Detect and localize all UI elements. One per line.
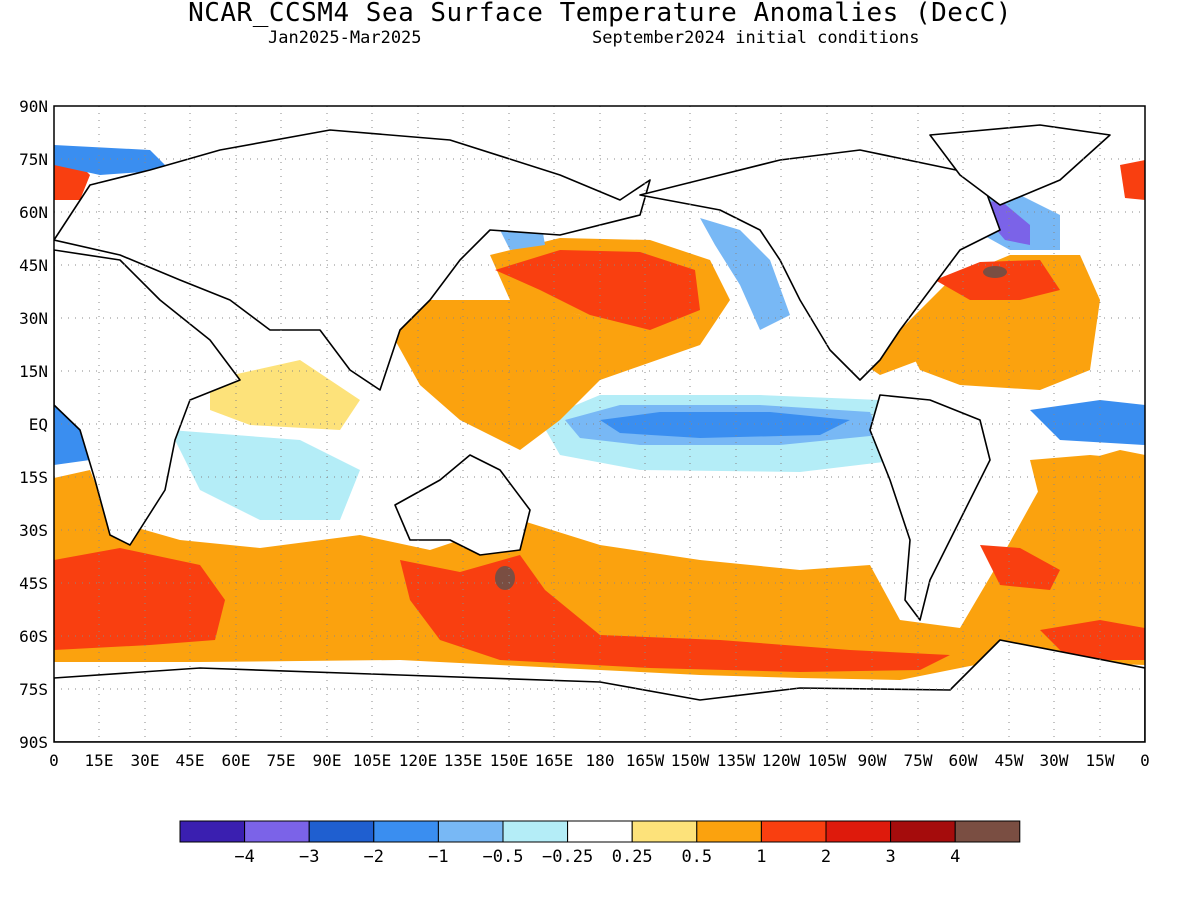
lat-label: 90S [19,733,48,752]
greenland-landmass [929,124,1111,206]
sst-anomaly-field [54,106,1145,742]
lon-label: 165W [626,751,665,770]
lon-label: 90W [858,751,887,770]
lon-label: 150W [671,751,710,770]
north-america-landmass [639,149,1001,381]
lon-label: 90E [313,751,342,770]
lon-label: 120E [399,751,438,770]
lon-label: 75E [267,751,296,770]
colorbar-label: 4 [950,847,960,867]
lon-label: 0 [49,751,59,770]
lon-label: 15E [85,751,114,770]
lon-label: 45W [995,751,1024,770]
barents-hot-region [1120,160,1145,200]
lon-label: 180 [586,751,615,770]
indian-ocean-cool-region [170,430,360,520]
lat-label: 90N [19,97,48,116]
lat-label: 45S [19,574,48,593]
colorbar-swatch [825,820,892,843]
lon-label: 120W [762,751,801,770]
lon-label: 150E [490,751,529,770]
colorbar-label: −1 [428,847,448,867]
lon-label: 105E [353,751,392,770]
colorbar-swatch [890,820,956,843]
gulf-stream-hot-region [935,260,1060,300]
grid-lines [54,106,1145,742]
north-pacific-hot-region [495,250,700,330]
lat-label: 60N [19,203,48,222]
lon-label: 165E [535,751,574,770]
lon-label: 60W [949,751,978,770]
lat-label: 45N [19,256,48,275]
colorbar-label: 2 [821,847,831,867]
gulf-stream-extreme-spot [983,266,1007,278]
southern-ocean-hot-region [400,555,950,672]
west-pacific-warm-region [395,300,700,450]
lat-label: 30S [19,521,48,540]
colorbar-label: 3 [885,847,895,867]
lat-label: 75S [19,680,48,699]
equatorial-pacific-cold-core [600,412,850,438]
southern-ocean-hot-region [1040,620,1145,660]
antarctica-landmass [54,639,1145,742]
lon-label: 45E [176,751,205,770]
colorbar-swatch [696,820,762,843]
colorbar-swatch [373,820,439,843]
lon-label: 30W [1040,751,1069,770]
colorbar-swatch [760,820,827,843]
africa-landmass [54,249,241,546]
lon-label: 30E [131,751,160,770]
initial-conditions: September2024 initial conditions [592,28,920,48]
lat-label: 15S [19,468,48,487]
west-africa-cold-region [54,405,90,465]
colorbar-label: −0.25 [542,847,593,867]
lat-label: EQ [29,415,48,434]
colorbar-label: −3 [299,847,319,867]
tropical-atlantic-cold-region [1030,400,1145,445]
lon-label: 60E [222,751,251,770]
map-title: NCAR_CCSM4 Sea Surface Temperature Anoma… [188,0,1012,28]
lon-label: 135W [717,751,756,770]
lat-label: 75N [19,150,48,169]
south-atlantic-hot-region [980,545,1060,590]
southern-ocean-warm-region [54,450,1145,680]
colorbar-label: 1 [756,847,766,867]
colorbar-swatch [244,820,310,843]
colorbar: −4 −3 −2 −1 −0.5 −0.25 0.25 0.5 1 2 3 4 [179,820,1021,867]
lon-label: 15W [1086,751,1115,770]
lon-label: 75W [904,751,933,770]
colorbar-swatch [631,820,698,843]
arctic-cold-region [54,145,170,175]
colorbar-swatch [954,820,1021,843]
lat-label: 30N [19,309,48,328]
lon-label: 105W [808,751,847,770]
south-atlantic-warm-region [1030,455,1145,540]
lon-label: 0 [1140,751,1150,770]
colorbar-label: 0.25 [612,847,653,867]
lat-label: 60S [19,627,48,646]
colorbar-label: 0.5 [681,847,712,867]
southern-ocean-hot-region [54,548,225,650]
colorbar-swatch [179,820,246,843]
south-america-landmass [869,394,991,621]
colorbar-swatch [437,820,504,843]
lat-label: 15N [19,362,48,381]
lon-label: 135E [444,751,483,770]
colorbar-swatch [502,820,569,843]
map-frame [53,105,1146,743]
tasman-extreme-spot [495,566,515,590]
north-pacific-cold-coastal [700,218,790,330]
indian-ocean-warm-region [210,360,360,430]
colorbar-label: −2 [364,847,384,867]
colorbar-label: −4 [234,847,254,867]
colorbar-label: −0.5 [483,847,524,867]
colorbar-swatch [567,820,633,843]
eurasia-landmass [54,129,651,391]
latitude-axis: 90N 75N 60N 45N 30N 15N EQ 15S 30S 45S 6… [19,97,48,752]
colorbar-swatch [308,820,375,843]
forecast-period: Jan2025-Mar2025 [268,28,422,48]
longitude-axis: 0 15E 30E 45E 60E 75E 90E 105E 120E 135E… [49,751,1150,770]
